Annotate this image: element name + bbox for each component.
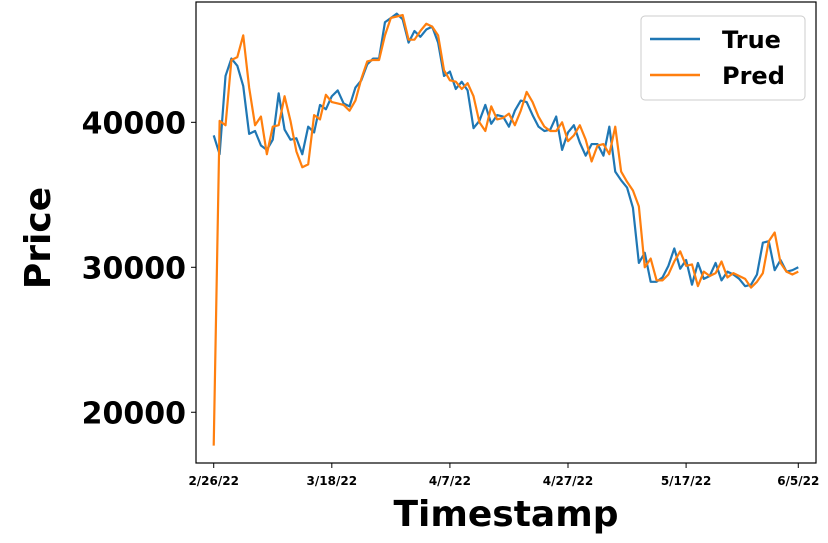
x-tick-label: 5/17/22 xyxy=(661,474,712,488)
y-tick-label: 30000 xyxy=(82,251,186,286)
series-layer xyxy=(212,12,799,446)
x-tick-label: 2/26/22 xyxy=(188,474,239,488)
legend-frame xyxy=(640,15,806,101)
x-axis-label: Timestamp xyxy=(393,494,618,535)
x-axis-ticks: 2/26/22 3/18/22 4/7/22 4/27/22 5/17/22 6/5/22 xyxy=(188,463,819,488)
series-line-true xyxy=(212,12,799,288)
y-axis-label: Price xyxy=(18,187,59,289)
legend: True Pred xyxy=(640,15,806,101)
x-tick-label: 3/18/22 xyxy=(307,474,358,488)
legend-label-true: True xyxy=(722,26,781,54)
y-tick-label: 20000 xyxy=(82,396,186,431)
y-axis-ticks: 20000 30000 40000 xyxy=(82,106,196,431)
x-tick-label: 4/27/22 xyxy=(543,474,594,488)
legend-label-pred: Pred xyxy=(722,62,785,90)
series-line-pred xyxy=(212,13,799,446)
x-tick-label: 6/5/22 xyxy=(777,474,819,488)
y-tick-label: 40000 xyxy=(82,106,186,141)
x-tick-label: 4/7/22 xyxy=(429,474,471,488)
plot-frame xyxy=(195,1,817,464)
